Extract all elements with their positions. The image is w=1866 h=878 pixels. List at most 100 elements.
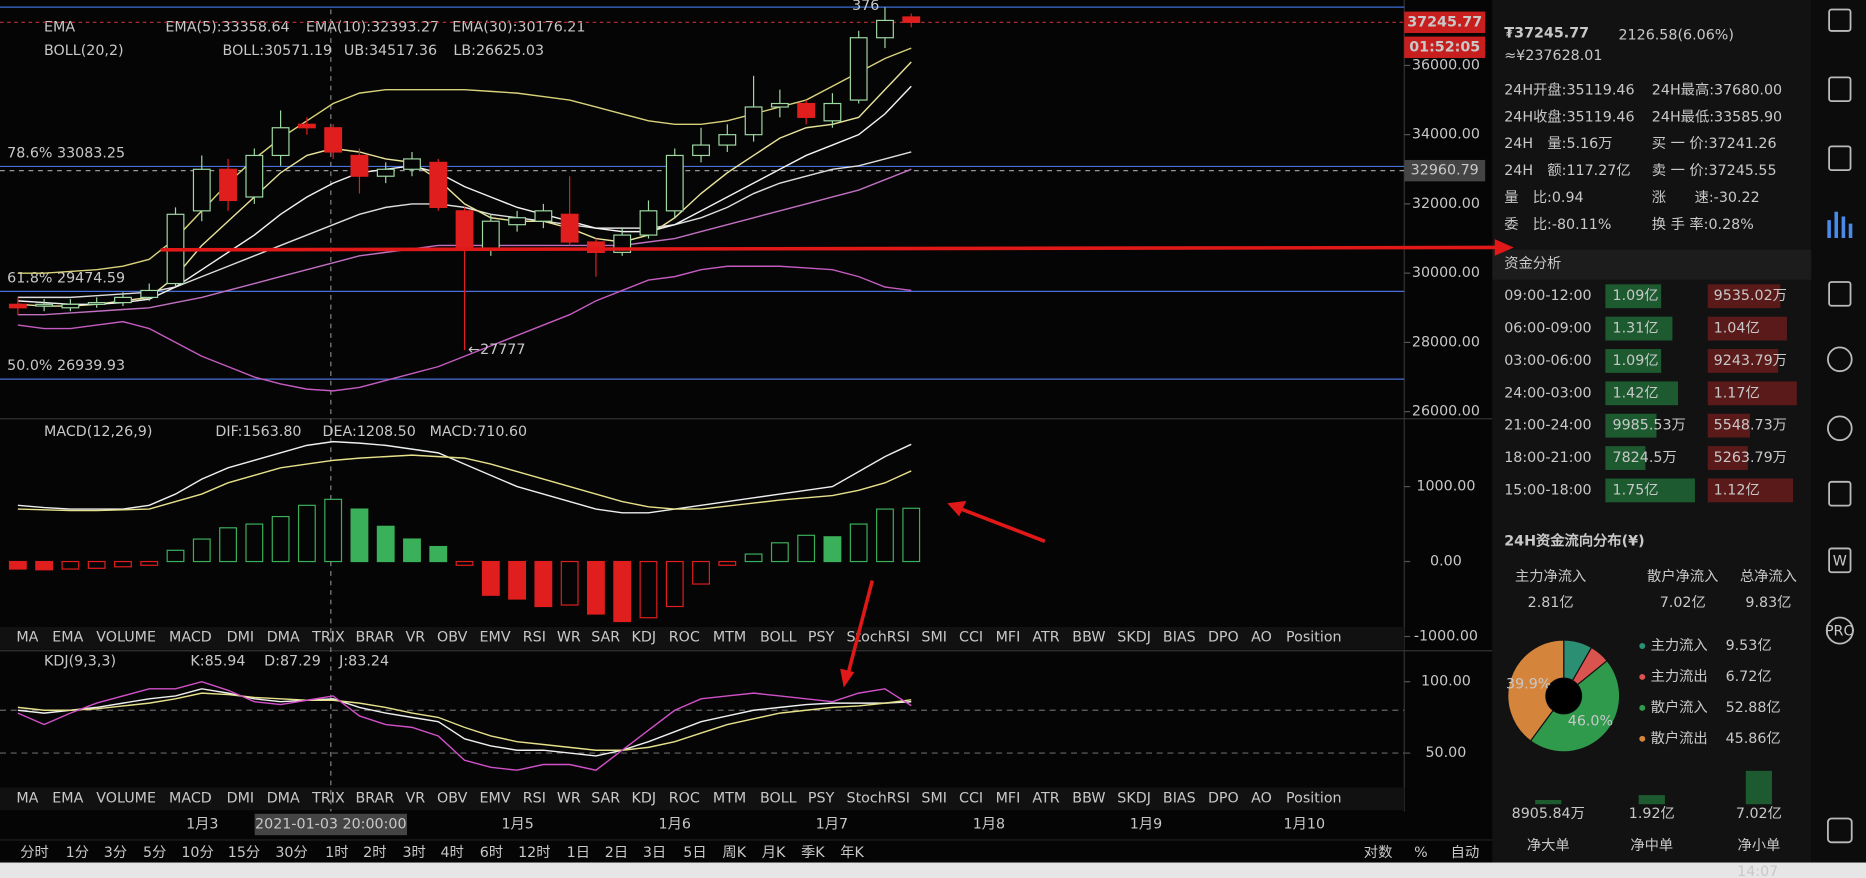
timeframe-tab[interactable]: 12时 (518, 844, 550, 861)
indicator-tab[interactable]: EMV (480, 790, 511, 806)
timeframe-tab[interactable]: 3日 (643, 845, 666, 861)
indicator-tab[interactable]: StochRSI (847, 630, 910, 646)
timeframe-tab[interactable]: 2日 (605, 845, 628, 861)
indicator-tab[interactable]: TRIX (311, 630, 345, 646)
indicator-tab[interactable]: OBV (437, 790, 468, 806)
timeframe-tab[interactable]: 月K (762, 845, 786, 861)
indicator-tab[interactable]: KDJ (632, 630, 657, 646)
indicator-tab[interactable]: BBW (1072, 790, 1105, 806)
icon[interactable] (1827, 817, 1853, 844)
timeframe-tab[interactable]: 3时 (402, 844, 425, 861)
x-tick-label: 1月10 (1284, 816, 1326, 832)
indicator-tab[interactable]: EMV (480, 630, 511, 646)
dif-line (17, 440, 912, 514)
indicator-tab[interactable]: EMA (52, 630, 83, 646)
label: 9243.79万 (1714, 353, 1787, 369)
timeframe-tab[interactable]: 1分 (66, 844, 89, 861)
icon[interactable] (1828, 281, 1852, 307)
label: DEA:1208.50 (323, 424, 416, 440)
indicator-tab[interactable]: VR (405, 630, 425, 646)
indicator-tab[interactable]: SKDJ (1117, 790, 1151, 806)
indicator-tab[interactable]: OBV (437, 630, 468, 646)
indicator-tab[interactable]: MACD (169, 790, 212, 806)
timeframe-tab[interactable]: 6时 (480, 844, 503, 861)
indicator-tab[interactable]: BIAS (1163, 790, 1196, 806)
indicator-tab[interactable]: MFI (996, 790, 1021, 806)
indicator-tab[interactable]: MTM (713, 790, 746, 806)
icon[interactable] (1828, 547, 1852, 574)
indicator-tab[interactable]: DMA (267, 790, 300, 806)
indicator-tab[interactable]: MA (16, 630, 38, 646)
indicator-tab[interactable]: SAR (591, 630, 620, 646)
timeframe-tab[interactable]: 5日 (683, 845, 706, 861)
icon[interactable] (1825, 616, 1854, 645)
timeframe-tab[interactable]: 1日 (567, 845, 590, 861)
timeframe-tab[interactable]: 2时 (363, 844, 386, 861)
indicator-tab[interactable]: RSI (523, 630, 546, 646)
icon[interactable] (1827, 415, 1853, 442)
indicator-tab[interactable]: MTM (713, 630, 746, 646)
indicator-tab[interactable]: BRAR (355, 630, 394, 646)
icon[interactable] (1827, 346, 1853, 373)
indicator-tab[interactable]: ATR (1032, 790, 1059, 806)
indicator-tab[interactable]: ROC (669, 630, 700, 646)
indicator-tab[interactable]: Position (1286, 630, 1342, 646)
indicator-tab[interactable]: WR (557, 630, 581, 646)
indicator-tab[interactable]: MFI (996, 630, 1021, 646)
timeframe-tab[interactable]: 15分 (228, 844, 260, 861)
indicator-tab[interactable]: SKDJ (1117, 630, 1151, 646)
indicator-tab[interactable]: BRAR (355, 790, 394, 806)
indicator-tab[interactable]: BOLL (760, 790, 797, 806)
indicator-tab[interactable]: ATR (1032, 630, 1059, 646)
indicator-tab[interactable]: DMI (227, 630, 255, 646)
indicator-tab[interactable]: SMI (921, 790, 947, 806)
indicator-tab[interactable]: PSY (808, 630, 835, 646)
indicator-tab[interactable]: BOLL (760, 630, 797, 646)
icon[interactable] (1828, 8, 1852, 32)
indicator-tab[interactable]: BBW (1072, 630, 1105, 646)
indicator-tab[interactable]: EMA (52, 790, 83, 806)
indicator-tab[interactable]: AO (1251, 630, 1272, 646)
indicator-tab[interactable]: PSY (808, 790, 835, 806)
toggle[interactable]: % (1414, 845, 1428, 861)
indicator-tab[interactable]: MA (16, 790, 38, 806)
timeframe-tab[interactable]: 分时 (20, 844, 49, 861)
indicator-tab[interactable]: SMI (921, 630, 947, 646)
indicator-tab[interactable]: CCI (959, 630, 983, 646)
timeframe-tab[interactable]: 5分 (143, 844, 166, 861)
timeframe-tab[interactable]: 季K (801, 844, 825, 861)
timeframe-tab[interactable]: 年K (840, 844, 864, 861)
indicator-tab[interactable]: VR (405, 790, 425, 806)
indicator-tab[interactable]: CCI (959, 790, 983, 806)
icon[interactable] (1828, 76, 1852, 103)
timeframe-tab[interactable]: 4时 (441, 844, 464, 861)
indicator-tab[interactable]: Position (1286, 790, 1342, 806)
icon[interactable] (1828, 480, 1852, 507)
indicator-tab[interactable]: DPO (1208, 790, 1239, 806)
indicator-tab[interactable]: AO (1251, 790, 1272, 806)
indicator-tab[interactable]: TRIX (311, 790, 345, 806)
toggle[interactable]: 自动 (1451, 844, 1480, 861)
indicator-tab[interactable]: ROC (669, 790, 700, 806)
indicator-tab[interactable]: DMA (267, 630, 300, 646)
indicator-tab[interactable]: StochRSI (847, 790, 910, 806)
indicator-tab[interactable]: VOLUME (96, 790, 156, 806)
toggle[interactable]: 对数 (1364, 844, 1393, 861)
timeframe-tab[interactable]: 周K (722, 845, 746, 861)
indicator-tab[interactable]: RSI (523, 790, 546, 806)
indicator-tab[interactable]: KDJ (632, 790, 657, 806)
timeframe-tab[interactable]: 1时 (325, 844, 348, 861)
timeframe-tab[interactable]: 10分 (181, 844, 213, 861)
indicator-tab[interactable]: MACD (169, 630, 212, 646)
indicator-tab[interactable]: DMI (227, 790, 255, 806)
timeframe-tab[interactable]: 30分 (275, 844, 307, 861)
indicator-tab[interactable]: DPO (1208, 630, 1239, 646)
indicator-tab[interactable]: SAR (591, 790, 620, 806)
icon[interactable] (1827, 211, 1853, 238)
y-tick-label: -1000.00 (1414, 628, 1478, 644)
indicator-tab[interactable]: WR (557, 790, 581, 806)
icon[interactable] (1828, 145, 1852, 172)
indicator-tab[interactable]: VOLUME (96, 630, 156, 646)
timeframe-tab[interactable]: 3分 (104, 844, 127, 861)
indicator-tab[interactable]: BIAS (1163, 630, 1196, 646)
